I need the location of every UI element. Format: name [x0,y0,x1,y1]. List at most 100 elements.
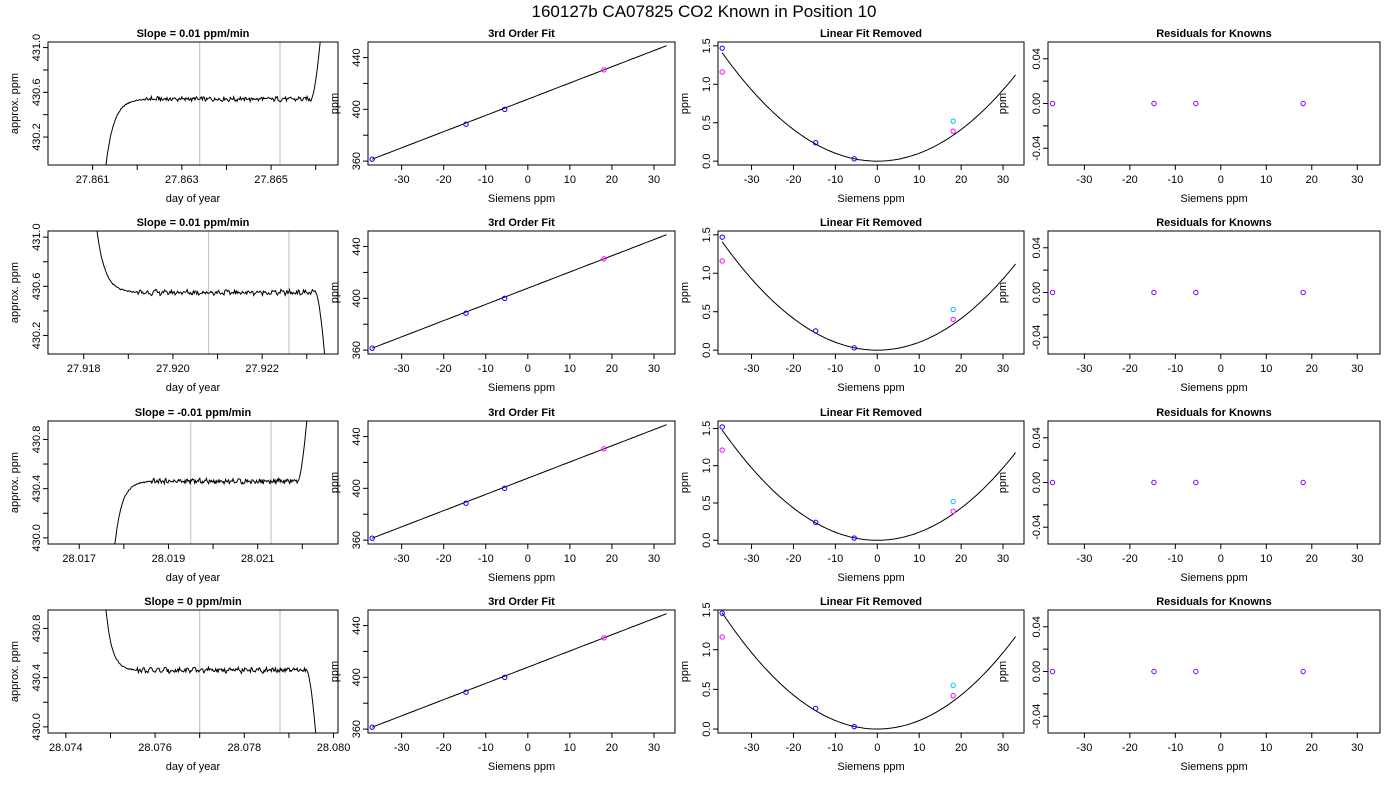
y-tick-label: 360 [351,152,363,170]
y-axis-label: ppm [679,93,691,114]
data-point [719,447,725,453]
x-tick-label: 28.074 [49,742,83,754]
x-tick-label: -30 [1076,174,1092,186]
x-tick-label: -10 [478,174,494,186]
x-axis-label: Siemens ppm [1180,193,1247,205]
x-tick-label: 10 [564,553,576,565]
y-axis-label: ppm [997,661,1009,682]
x-tick-label: 10 [1260,553,1272,565]
y-axis-label: ppm [679,472,691,493]
data-point [1049,479,1056,486]
y-tick-label: -0.04 [1031,704,1043,729]
data-point [1151,100,1157,107]
plot-frame [367,420,676,545]
panel-title: Residuals for Knowns [1156,596,1272,608]
panel-r2-trace: Slope = 0.01 ppm/min 27.918 27.920 27.922 43… [9,217,339,394]
y-tick-label: 431.0 [31,34,43,62]
panel-title: 3rd Order Fit [488,596,555,608]
data-point [1300,100,1306,107]
y-tick-label: 430.6 [31,79,43,107]
plot-area [1049,289,1306,296]
x-tick-label: 30 [648,174,660,186]
data-point [1300,479,1306,486]
x-tick-label: 27.865 [254,174,288,186]
data-point [812,519,819,526]
x-tick-label: -10 [478,363,494,375]
x-tick-label: 20 [606,553,618,565]
y-tick-label: 400 [351,289,363,307]
fit-curve [721,241,1016,351]
fit-curve [372,613,667,728]
data-point [1151,289,1157,296]
x-tick-label: -10 [1167,363,1183,375]
data-point [950,306,956,313]
y-tick-label: 400 [351,100,363,118]
plot-frame [367,609,676,734]
y-axis-label: ppm [997,282,1009,303]
fit-curve [721,52,1016,162]
x-tick-label: -20 [785,553,801,565]
x-tick-label: 0 [525,174,531,186]
x-tick-label: -30 [1076,742,1092,754]
data-point [812,140,819,146]
x-tick-label: 30 [648,742,660,754]
x-tick-label: -20 [1122,174,1138,186]
x-axis-label: Siemens ppm [837,193,904,205]
panel-r1-fit: 3rd Order Fit -30 -20 -10 0 10 20 30 360 400 440 Si… [329,28,676,205]
data-point [501,295,508,302]
x-axis-label: Siemens ppm [488,382,555,394]
x-tick-label: 27.918 [67,363,101,375]
x-tick-label: -20 [1122,742,1138,754]
plot-frame [47,609,339,734]
plot-frame [47,420,339,545]
panel-title: Residuals for Knowns [1156,407,1272,419]
x-tick-label: -30 [1076,363,1092,375]
panel-r1-lin: Linear Fit Removed -30 -20 -10 0 10 20 30 0.0 0.5… [679,28,1025,205]
y-tick-label: 1.0 [701,77,713,92]
panel-r2-fit: 3rd Order Fit -30 -20 -10 0 10 20 30 360 400 440 Si… [329,217,676,394]
plot-frame [367,230,676,355]
y-tick-label: 431.0 [31,223,43,251]
x-tick-label: -20 [436,742,452,754]
x-tick-label: 0 [874,363,880,375]
x-tick-label: 10 [1260,363,1272,375]
x-tick-label: 28.017 [62,553,96,565]
x-tick-label: 20 [606,742,618,754]
y-tick-label: 0.5 [701,682,713,697]
y-tick-label: -0.04 [1031,136,1043,161]
x-tick-label: -10 [478,742,494,754]
data-point [1193,479,1199,486]
x-tick-label: 30 [1351,742,1363,754]
data-point [601,256,607,262]
x-tick-label: 30 [1351,363,1363,375]
x-tick-label: 27.861 [76,174,110,186]
y-tick-label: 430.4 [31,664,43,692]
data-point [1300,289,1306,296]
y-tick-label: 0.5 [701,495,713,510]
x-tick-label: 28.021 [241,553,275,565]
x-tick-label: 30 [997,553,1009,565]
data-point [463,121,469,127]
y-tick-label: 400 [351,668,363,686]
y-tick-label: 1.5 [701,602,713,617]
plot-area [96,231,326,354]
x-tick-label: -30 [744,742,760,754]
x-tick-label: -10 [827,174,843,186]
plot-area [105,42,321,165]
data-point [501,106,508,113]
data-point [851,156,857,162]
y-tick-label: 440 [351,48,363,66]
panel-title: 3rd Order Fit [488,28,555,40]
trace-line [96,231,326,354]
x-axis-label: Siemens ppm [1180,572,1247,584]
x-tick-label: 0 [874,742,880,754]
plot-frame [367,41,676,166]
data-point [1193,289,1199,296]
y-tick-label: 0.00 [1031,93,1043,114]
y-tick-label: 0.0 [701,343,713,358]
panel-r2-lin: Linear Fit Removed -30 -20 -10 0 10 20 30 0.0 0.5… [679,217,1025,394]
panel-title: Residuals for Knowns [1156,217,1272,229]
x-tick-label: 28.076 [138,742,172,754]
x-tick-label: -30 [744,174,760,186]
